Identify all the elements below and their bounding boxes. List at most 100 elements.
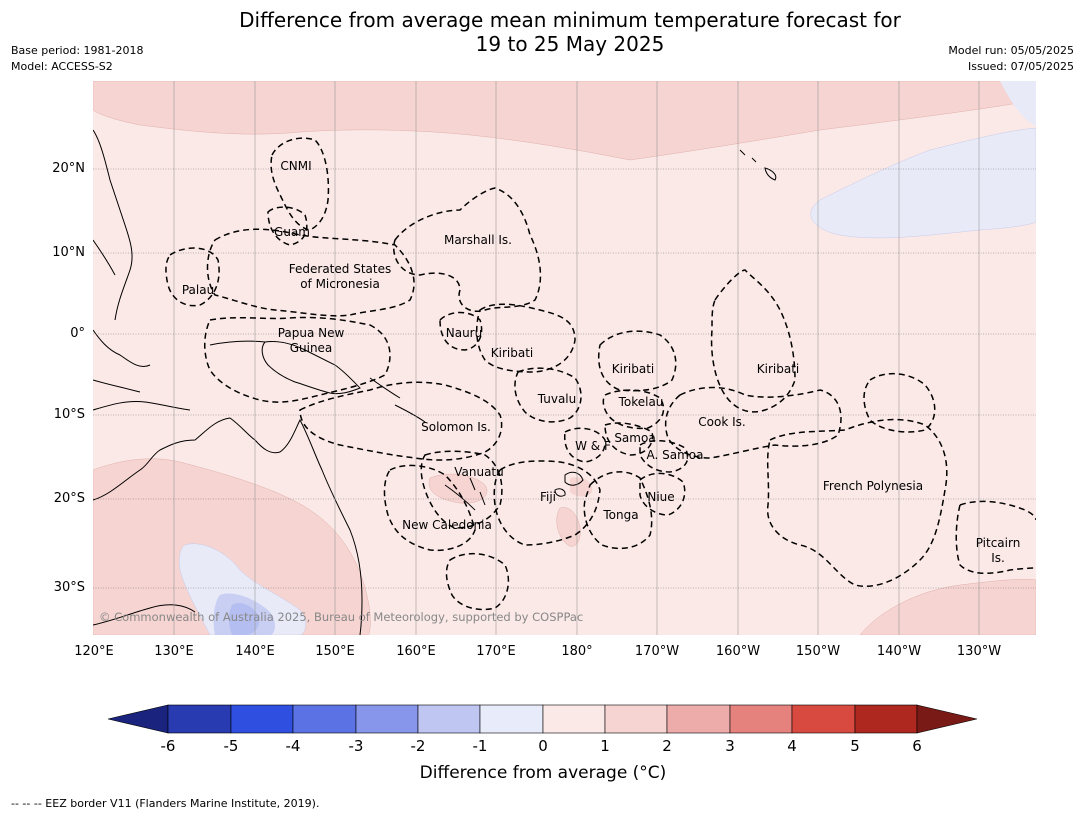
cool-region-aus — [178, 543, 306, 635]
label-kiribati-c: Kiribati — [612, 362, 654, 376]
label-marshall: Marshall Is. — [444, 233, 512, 247]
chart-title-line1: Difference from average mean minimum tem… — [239, 8, 901, 32]
eez-footnote: -- -- -- EEZ border V11 (Flanders Marine… — [11, 797, 320, 810]
colorbar-tick: 3 — [725, 737, 735, 755]
colorbar-seg-8 — [604, 704, 668, 734]
eez-fsm — [206, 228, 415, 317]
fiji-islands — [554, 471, 584, 497]
colorbar-tick: -3 — [348, 737, 364, 755]
eez-cook — [664, 386, 842, 459]
label-tonga: Tonga — [602, 508, 638, 522]
colorbar-seg-10 — [729, 704, 793, 734]
label-fsm-1: Federated States — [289, 262, 391, 276]
colorbar-seg-3 — [292, 704, 357, 734]
warm-region-aus — [93, 458, 371, 635]
label-wf: W & F — [575, 439, 611, 453]
colorbar-seg-5 — [417, 704, 481, 734]
colorbar-tick: 4 — [787, 737, 797, 755]
warm-patch-fiji-2 — [556, 507, 581, 547]
label-pitcairn-2: Is. — [991, 551, 1005, 565]
new-guinea-west — [209, 340, 266, 346]
colorbar-tick: 5 — [850, 737, 860, 755]
eez-tonga — [583, 471, 653, 550]
png-coast — [261, 341, 361, 395]
base-period: Base period: 1981-2018 — [11, 44, 144, 57]
eez-frpoly — [766, 418, 948, 587]
colorbar-extend-high — [916, 704, 978, 734]
eez-pitcairn — [955, 500, 1036, 575]
eez-frpoly-north — [863, 373, 936, 433]
lat-label-30s: 30°S — [53, 580, 85, 595]
colorbar-seg-11 — [791, 704, 856, 734]
new-caledonia — [444, 484, 476, 511]
label-fsm-2: of Micronesia — [300, 277, 380, 291]
label-niue: Niue — [647, 490, 674, 504]
colorbar-seg-6 — [479, 704, 544, 734]
cool-region-ne — [1000, 81, 1036, 126]
borneo-sulawesi — [93, 329, 151, 393]
eez-vanuatu — [420, 450, 503, 529]
eez-kiribati-w — [475, 303, 576, 373]
colorbar-seg-7 — [542, 704, 606, 734]
label-kiribati-w: Kiribati — [491, 346, 533, 360]
eez-samoa — [604, 422, 654, 456]
colorbar-tick: -2 — [410, 737, 426, 755]
colorbar-tick: -5 — [223, 737, 239, 755]
eez-newcal — [383, 464, 476, 552]
label-tokelau: Tokelau — [618, 395, 664, 409]
eez-borders — [165, 137, 1036, 611]
eez-palau — [165, 247, 220, 307]
label-png-1: Papua New — [278, 326, 345, 340]
colorbar-tick: -1 — [472, 737, 488, 755]
warm-region-se — [859, 578, 1036, 635]
australia-south — [93, 604, 196, 626]
eez-guam — [267, 206, 308, 246]
eez-png — [204, 316, 391, 403]
label-cnmi: CNMI — [280, 159, 311, 173]
label-solomon: Solomon Is. — [421, 420, 491, 434]
eez-fiji — [493, 460, 601, 546]
lon-label-150e: 150°E — [315, 644, 355, 659]
label-cook: Cook Is. — [698, 415, 745, 429]
cool-region-east — [810, 127, 1036, 239]
colorbar-tick: 6 — [912, 737, 922, 755]
colorbar-tick: 2 — [662, 737, 672, 755]
label-tuvalu: Tuvalu — [537, 392, 577, 406]
region-labels: CNMI Guam Marshall Is. Federated States … — [182, 159, 1020, 565]
label-palau: Palau — [182, 283, 214, 297]
eez-kiribati-c — [598, 330, 677, 392]
cool-region-aus-mid — [213, 593, 275, 635]
lon-label-160w: 160°W — [715, 644, 761, 659]
colorbar-extend-low — [107, 704, 169, 734]
eez-kiribati-e — [710, 269, 796, 413]
lon-label-170e: 170°E — [476, 644, 516, 659]
colorbar-tick: 1 — [600, 737, 610, 755]
label-vanuatu: Vanuatu — [454, 465, 504, 479]
land-outlines — [93, 129, 777, 635]
lat-label-20s: 20°S — [53, 491, 85, 506]
lon-label-140e: 140°E — [235, 644, 275, 659]
lon-label-140w: 140°W — [876, 644, 922, 659]
label-pitcairn-1: Pitcairn — [976, 536, 1021, 550]
label-fiji: Fiji — [540, 490, 556, 504]
eez-wf — [564, 427, 606, 463]
eez-marshall — [393, 187, 542, 312]
copyright-notice: © Commonwealth of Australia 2025, Bureau… — [99, 610, 583, 624]
lat-label-0: 0° — [70, 326, 85, 341]
label-asamoa: A. Samoa — [647, 448, 704, 462]
colorbar-seg-4 — [355, 704, 419, 734]
label-nauru: Nauru — [446, 326, 482, 340]
warm-patch-fiji-3 — [570, 477, 593, 497]
label-newcal: New Caledonia — [402, 518, 492, 532]
lon-label-180: 180° — [561, 644, 593, 659]
vanuatu-islands — [469, 477, 486, 506]
eez-tuvalu — [514, 367, 582, 423]
eez-tokelau — [602, 389, 665, 430]
eez-nauru — [439, 311, 483, 351]
eez-solomon — [299, 381, 503, 461]
issued-date: Issued: 07/05/2025 — [967, 60, 1074, 73]
lon-label-130w: 130°W — [956, 644, 1002, 659]
label-guam: Guam — [274, 225, 310, 239]
indonesia-islands — [93, 401, 191, 411]
